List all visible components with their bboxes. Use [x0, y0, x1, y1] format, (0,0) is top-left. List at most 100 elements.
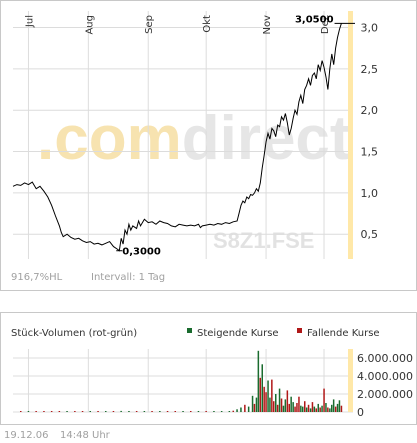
- volume-bar: [309, 408, 312, 412]
- volume-bar: [74, 411, 76, 412]
- volume-bar: [273, 401, 275, 412]
- volume-bar: [228, 411, 231, 412]
- legend-down-label: Fallende Kurse: [307, 328, 380, 339]
- volume-bar: [278, 388, 281, 412]
- legend-down-swatch: [297, 328, 302, 333]
- volume-bar: [135, 411, 138, 412]
- price-tick-label: 2,5: [361, 63, 379, 76]
- volume-chart-panel: Stück-Volumen (rot-grün) Steigende Kurse…: [0, 312, 417, 425]
- volume-bar: [280, 398, 283, 412]
- volume-bar: [275, 394, 277, 412]
- volume-bar: [236, 409, 238, 412]
- volume-bar: [263, 386, 265, 412]
- price-tick-label: 2,0: [361, 104, 379, 117]
- volume-bar: [35, 411, 37, 412]
- volume-bar: [265, 392, 267, 412]
- volume-bar: [269, 397, 271, 412]
- volume-bar: [327, 407, 329, 412]
- volume-bar: [259, 377, 261, 412]
- volume-bar: [213, 411, 215, 412]
- watermark: .comdirect S8Z1.FSE: [37, 104, 351, 253]
- volume-bar: [302, 406, 304, 412]
- volume-tick-label: 6.000.000: [357, 352, 413, 365]
- volume-bar: [151, 411, 153, 412]
- volume-bar: [197, 411, 200, 412]
- volume-period-band: [348, 349, 353, 412]
- volume-bar: [321, 405, 323, 412]
- month-label: Okt: [202, 15, 213, 33]
- volume-bar: [58, 411, 61, 412]
- volume-bar: [271, 379, 273, 412]
- volume-bar: [334, 406, 337, 412]
- volume-bar: [255, 397, 258, 412]
- volume-bar: [50, 411, 53, 412]
- volume-bar: [315, 408, 317, 412]
- month-label: Jul: [24, 15, 35, 28]
- volume-bar: [290, 396, 292, 412]
- volume-bar: [323, 388, 325, 412]
- volume-bar: [205, 411, 207, 412]
- volume-bar: [174, 411, 176, 412]
- price-chart: .comdirect S8Z1.FSE Jul Aug Sep Okt Nov Dez 0…: [11, 11, 379, 283]
- volume-bar: [282, 405, 285, 412]
- volume-bar: [319, 407, 321, 412]
- volume-bar: [329, 408, 331, 412]
- interval-label: Intervall: 1 Tag: [91, 272, 165, 283]
- highlight-band: [348, 11, 353, 259]
- month-label: Aug: [84, 15, 95, 35]
- volume-bar: [166, 411, 169, 412]
- price-axis-labels: 0,5 1,0 1,5 2,0 2,5 3,0: [361, 22, 379, 242]
- volume-bar: [292, 402, 294, 412]
- volume-bar: [305, 407, 308, 412]
- volume-tick-label: 4.000.000: [357, 370, 413, 383]
- volume-bar: [105, 411, 107, 412]
- volume-bar: [128, 411, 130, 412]
- price-chart-panel: .comdirect S8Z1.FSE Jul Aug Sep Okt Nov Dez 0…: [0, 0, 417, 291]
- watermark-brand-part1: .com: [37, 104, 182, 173]
- month-labels: Jul Aug Sep Okt Nov Dez: [24, 15, 331, 35]
- volume-bar: [159, 411, 161, 412]
- volume-bar: [247, 406, 250, 412]
- volume-bar: [288, 403, 290, 412]
- price-series: [12, 23, 342, 252]
- volume-bar: [253, 403, 256, 412]
- volume-bar: [307, 404, 310, 412]
- watermark-brand: .comdirect: [37, 104, 351, 173]
- price-annotations: 0,3000 3,0500: [116, 14, 355, 258]
- price-tick-label: 1,5: [361, 146, 379, 159]
- volume-bar: [20, 411, 22, 412]
- volume-bar: [311, 402, 314, 412]
- volume-bar: [244, 404, 246, 412]
- price-tick-label: 0,5: [361, 228, 379, 241]
- volume-bar: [27, 411, 30, 412]
- volume-bar: [332, 399, 335, 412]
- price-line: [12, 23, 342, 252]
- volume-tick-label: 0: [357, 406, 364, 419]
- month-label: Nov: [262, 15, 273, 35]
- volume-bar: [120, 410, 122, 412]
- volume-bar: [276, 404, 279, 412]
- volume-bar: [336, 403, 339, 412]
- volume-bar: [43, 411, 45, 412]
- volume-bar: [317, 403, 319, 412]
- volume-bar: [340, 405, 343, 412]
- volume-bar: [97, 411, 99, 412]
- volume-bar: [313, 406, 316, 412]
- volume-chart: Stück-Volumen (rot-grün) Steigende Kurse…: [11, 328, 413, 419]
- volume-axis-labels: 0 2.000.000 4.000.000 6.000.000: [357, 352, 413, 419]
- volume-bar: [232, 410, 234, 412]
- legend-up-label: Steigende Kurse: [197, 328, 279, 339]
- high-value-label: 3,0500: [295, 14, 334, 25]
- price-tick-label: 3,0: [361, 22, 379, 35]
- price-tick-label: 1,0: [361, 187, 379, 200]
- volume-bar: [81, 411, 84, 412]
- volume-bar: [338, 400, 341, 412]
- volume-bar: [325, 403, 327, 412]
- volume-highlight-band: [348, 349, 353, 412]
- volume-bar: [331, 404, 333, 412]
- watermark-symbol: S8Z1.FSE: [213, 228, 314, 253]
- volume-bar: [143, 411, 146, 412]
- volume-bar: [267, 380, 269, 412]
- volume-bar: [257, 350, 260, 412]
- volume-bar: [182, 411, 184, 412]
